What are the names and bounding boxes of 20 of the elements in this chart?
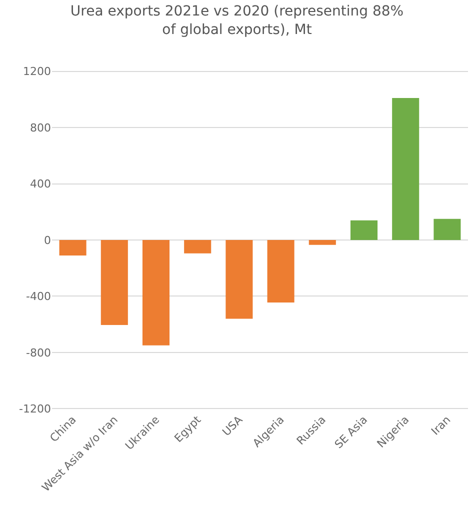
x-tick-label: USA xyxy=(220,412,246,439)
y-tick-label: 0 xyxy=(44,234,51,247)
bar xyxy=(59,240,86,256)
y-tick-label: -800 xyxy=(26,346,51,360)
y-tick-label: 1200 xyxy=(23,65,51,78)
bar xyxy=(100,240,128,326)
y-tick-label: -1200 xyxy=(19,402,51,416)
bar xyxy=(142,240,170,346)
x-tick-label: Iran xyxy=(428,413,454,438)
y-tick-label: 800 xyxy=(30,121,51,134)
bar xyxy=(226,240,253,319)
y-tick-label: 400 xyxy=(30,178,51,191)
chart-title: Urea exports 2021e vs 2020 (representing 88% of global exports), Mt xyxy=(70,4,404,38)
bar xyxy=(308,240,336,245)
bar xyxy=(350,220,378,240)
bar xyxy=(267,240,294,303)
bar xyxy=(184,240,212,254)
bar xyxy=(434,218,461,240)
y-tick-label: -400 xyxy=(26,290,51,304)
bar xyxy=(392,98,420,240)
